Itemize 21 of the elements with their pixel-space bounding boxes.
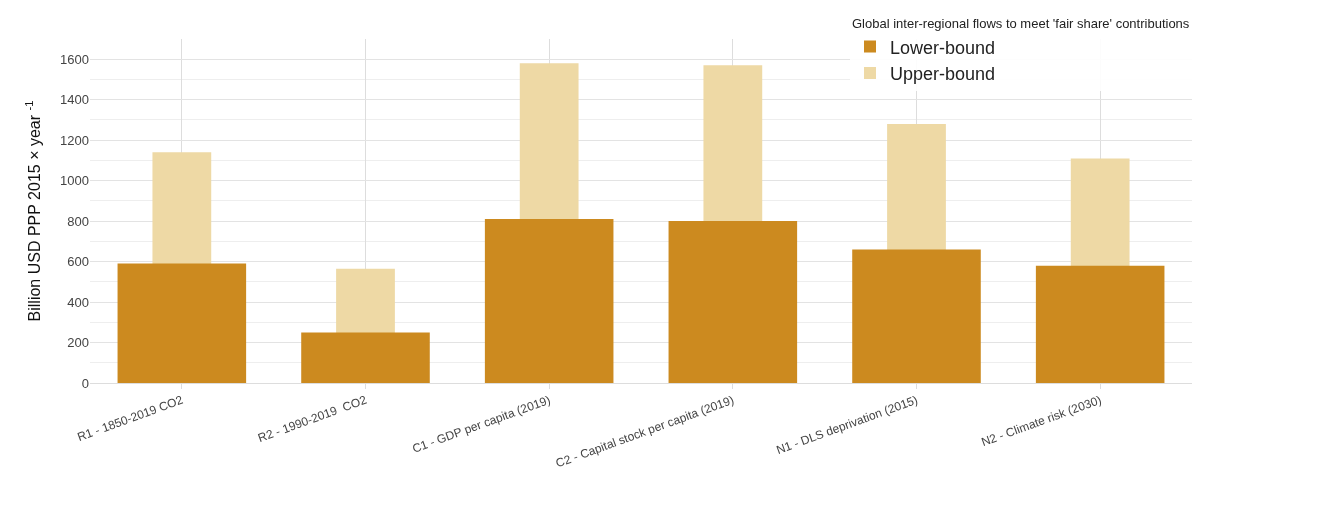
- y-tick-label: 1000: [60, 173, 89, 189]
- bar: [852, 249, 981, 383]
- y-tick-label: 400: [67, 294, 89, 310]
- legend-label: Upper-bound: [890, 64, 996, 84]
- y-tick-label: 1400: [60, 92, 89, 108]
- bar: [484, 219, 614, 383]
- x-tick-label: N2 - Climate risk (2030): [979, 392, 1104, 450]
- y-tick-label: 1600: [60, 51, 89, 67]
- y-tick-label: 800: [67, 213, 89, 229]
- bar: [668, 221, 798, 383]
- bar: [1035, 265, 1165, 383]
- y-tick-label: 200: [67, 335, 89, 351]
- legend-label: Lower-bound: [890, 37, 996, 58]
- bar: [117, 263, 247, 383]
- bar: [301, 332, 430, 383]
- y-tick-label: 1200: [60, 132, 89, 148]
- y-tick-label: 600: [67, 254, 89, 270]
- x-tick-label: C1 - GDP per capita (2019): [410, 392, 553, 456]
- y-tick-label: 0: [81, 375, 89, 391]
- legend-title: Global inter-regional flows to meet 'fair share' contributions: [852, 16, 1190, 32]
- x-tick-label: C2 - Capital stock per capita (2019): [553, 392, 736, 471]
